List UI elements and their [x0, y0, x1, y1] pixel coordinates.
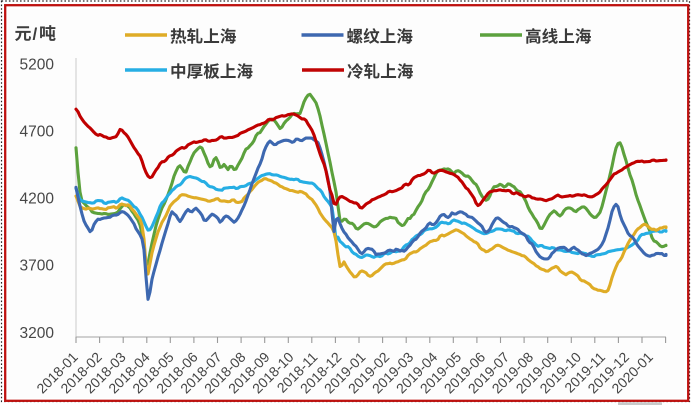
svg-text:3200: 3200: [20, 325, 55, 342]
svg-text:/: /: [33, 25, 38, 44]
svg-text:4200: 4200: [20, 191, 55, 208]
svg-text:3700: 3700: [20, 258, 55, 275]
svg-text:4700: 4700: [20, 124, 55, 141]
svg-text:5200: 5200: [20, 57, 55, 74]
